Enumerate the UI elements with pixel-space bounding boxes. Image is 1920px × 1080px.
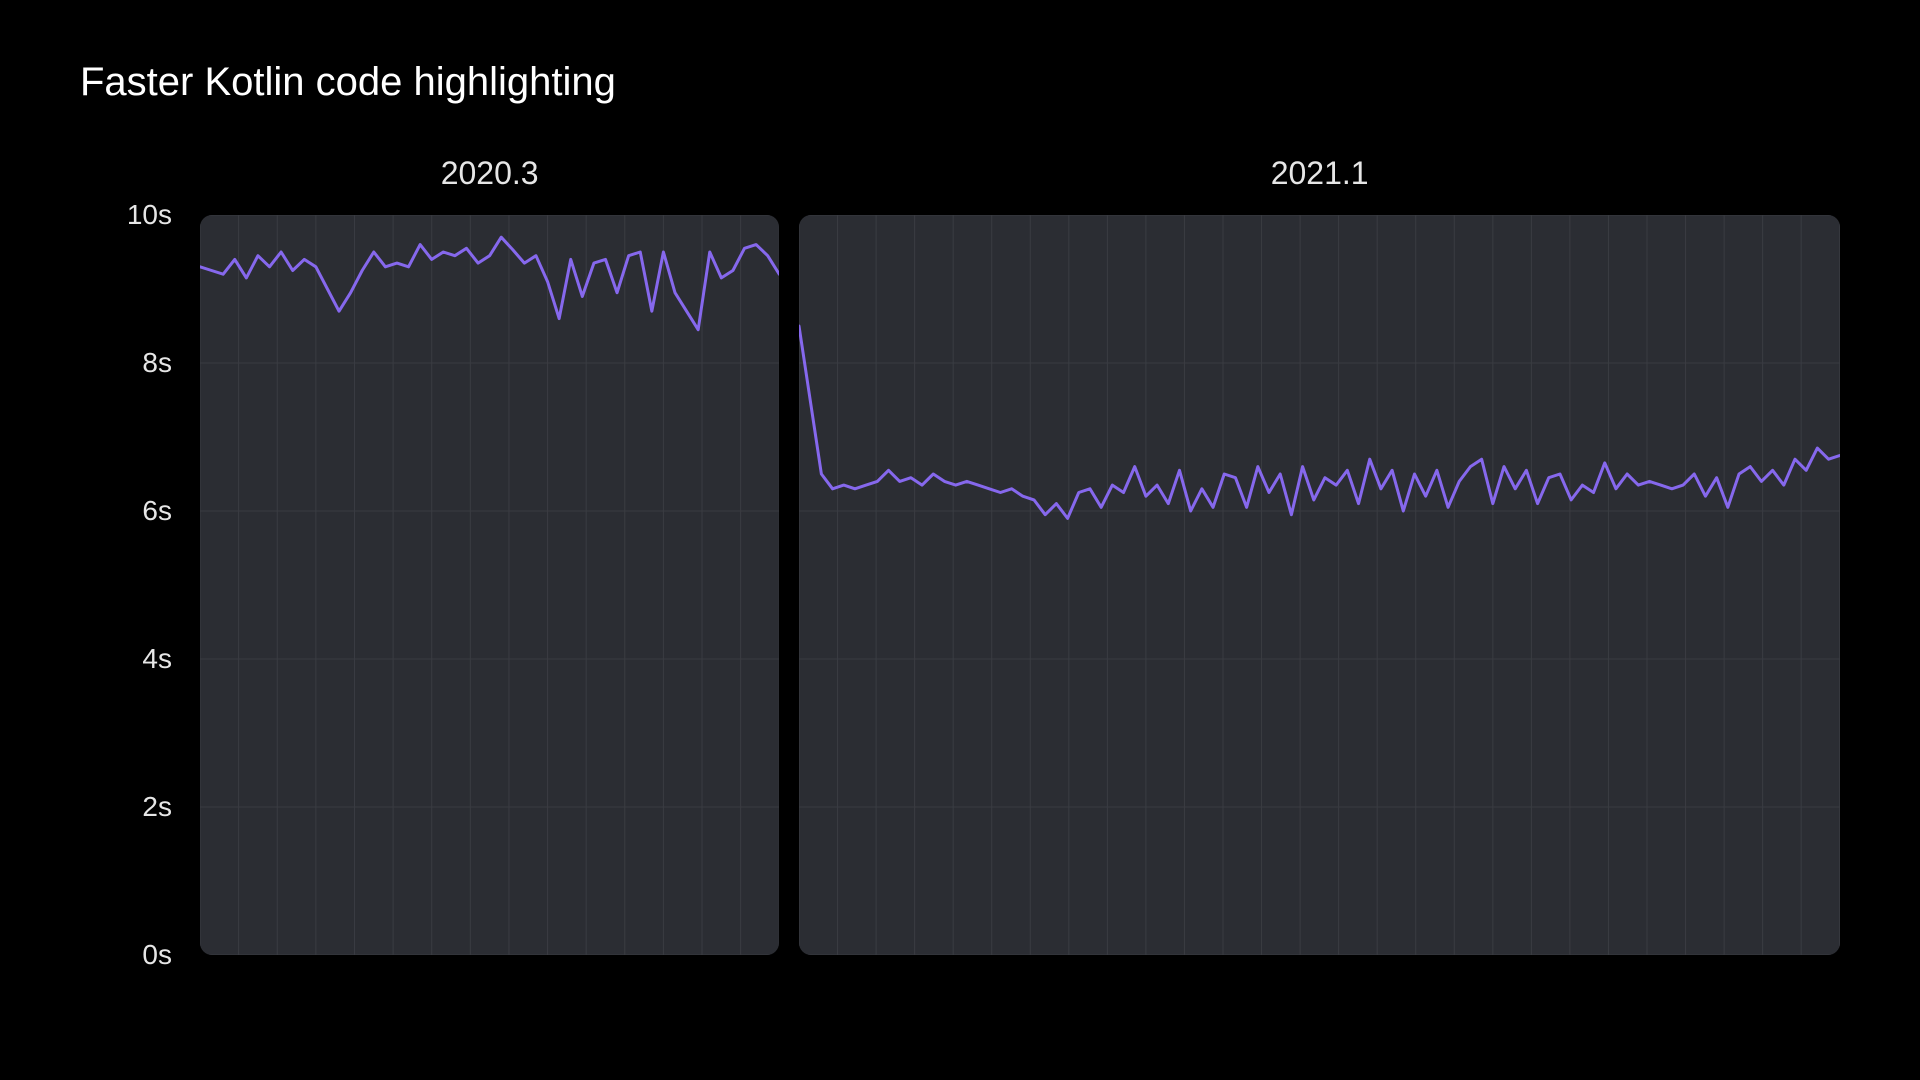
y-tick-label: 10s	[127, 199, 172, 231]
series-line	[200, 237, 779, 330]
chart-panel-left	[200, 215, 779, 955]
series-line	[799, 326, 1840, 518]
y-tick-label: 4s	[142, 643, 172, 675]
y-tick-label: 6s	[142, 495, 172, 527]
chart-area: 2020.3 2021.1 0s 2s 4s 6s 8s 10s	[80, 155, 1840, 995]
chart-title: Faster Kotlin code highlighting	[80, 60, 1840, 105]
y-tick-label: 0s	[142, 939, 172, 971]
y-tick-label: 8s	[142, 347, 172, 379]
panel-title-right: 2021.1	[799, 155, 1840, 205]
chart-panel-right	[799, 215, 1840, 955]
y-axis: 0s2s4s6s8s10s	[80, 215, 190, 955]
panel-title-left: 2020.3	[200, 155, 779, 205]
y-tick-label: 2s	[142, 791, 172, 823]
